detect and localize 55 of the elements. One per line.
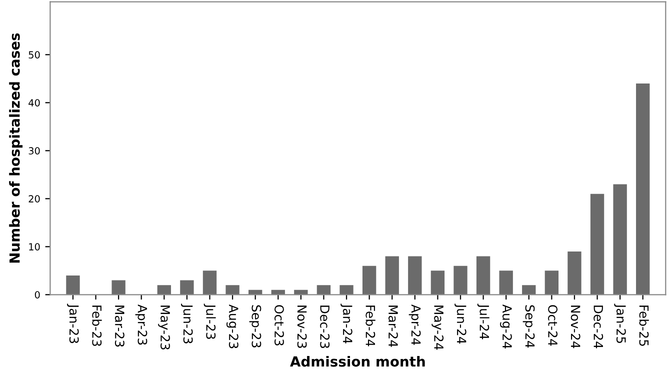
x-tick-label: Dec-24 — [594, 306, 604, 348]
bar — [112, 280, 126, 295]
x-tick-label: Feb-23 — [92, 306, 102, 346]
bar — [180, 280, 194, 295]
x-tick-label: May-23 — [158, 306, 170, 350]
bar — [66, 275, 80, 295]
x-tick-label: Jan-24 — [340, 304, 352, 344]
x-tick-label: Feb-24 — [366, 306, 376, 346]
x-tick-label: Jul-24 — [477, 304, 490, 340]
bar — [476, 256, 490, 295]
bar — [454, 266, 468, 295]
x-tick-label: Jan-25 — [614, 304, 626, 343]
bar — [362, 266, 376, 295]
bar — [568, 251, 582, 295]
x-tick-label: Aug-23 — [226, 304, 238, 348]
x-tick-label: Jun-23 — [180, 304, 193, 344]
bar — [522, 285, 536, 295]
bar — [544, 270, 559, 295]
bar — [430, 270, 445, 295]
x-tick-label: Mar-23 — [114, 306, 124, 347]
bar — [316, 285, 331, 295]
x-tick-label: May-24 — [432, 306, 444, 350]
x-tick-label: Sep-23 — [249, 305, 262, 348]
x-tick-label: Apr-23 — [135, 304, 148, 345]
x-tick-label: Feb-25 — [639, 306, 649, 346]
x-tick-label: Nov-23 — [297, 306, 307, 348]
y-tick-label: 30 — [28, 147, 40, 154]
y-tick-label: 10 — [29, 243, 40, 250]
bar — [340, 285, 354, 295]
x-tick-label: Apr-24 — [408, 304, 421, 345]
x-tick-label: Oct-24 — [548, 305, 558, 346]
bar — [590, 194, 604, 295]
x-tick-label: Aug-24 — [500, 304, 512, 349]
bar — [636, 83, 650, 295]
x-tick-label: Sep-24 — [522, 305, 535, 348]
bar — [226, 285, 240, 295]
bar — [385, 256, 399, 295]
x-tick-label: Oct-23 — [274, 305, 284, 346]
bar — [408, 256, 422, 295]
y-tick-label: 20 — [28, 195, 40, 202]
y-tick-label: 40 — [28, 99, 40, 106]
x-tick-label: Nov-24 — [570, 306, 580, 348]
bar — [613, 184, 627, 295]
y-tick-label: 0 — [34, 291, 40, 298]
x-tick-label: Mar-24 — [388, 306, 398, 347]
x-tick-label: Jul-23 — [204, 304, 216, 339]
x-tick-label: Jun-24 — [454, 304, 466, 344]
x-tick-label: Jan-23 — [67, 304, 79, 344]
bar — [202, 270, 217, 295]
bar — [157, 285, 171, 295]
x-tick-label: Dec-23 — [320, 306, 330, 348]
y-axis-title: Number of hospitalized cases — [9, 33, 23, 263]
y-tick-label: 50 — [28, 51, 40, 58]
x-axis-title: Admission month — [290, 356, 425, 367]
bar — [499, 270, 513, 295]
